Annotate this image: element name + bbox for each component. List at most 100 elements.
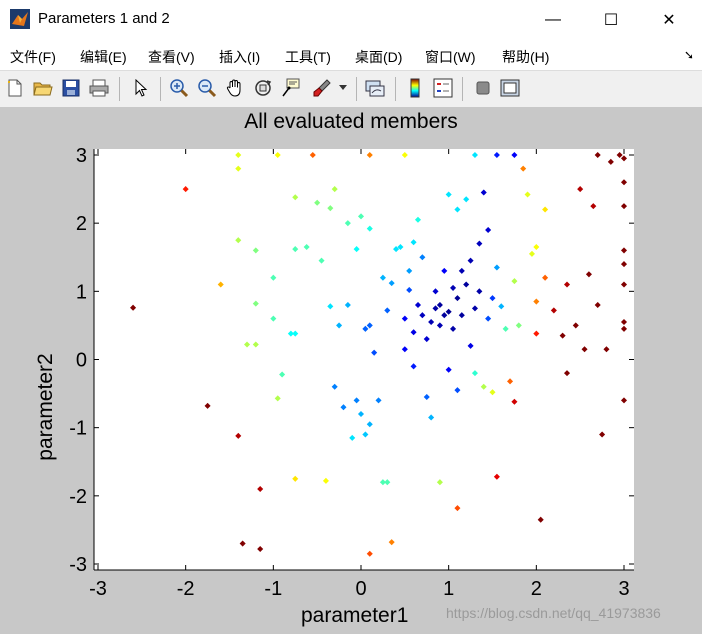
scatter-point [235,165,242,172]
scatter-point [235,432,242,439]
menu-desktop[interactable]: 桌面(D) [355,49,403,65]
menu-insert[interactable]: 插入(I) [219,49,261,65]
maximize-button[interactable]: ☐ [588,0,634,40]
scatter-point [450,284,457,291]
scatter-point [432,305,439,312]
scatter-point [533,298,540,305]
scatter-point [537,516,544,523]
scatter-point [467,342,474,349]
scatter-point [388,539,395,546]
open-file-icon[interactable] [32,77,54,99]
close-icon: ✕ [662,12,676,29]
print-icon[interactable] [88,77,110,99]
brush-icon[interactable] [312,77,334,99]
scatter-point [436,479,443,486]
scatter-point [252,341,259,348]
scatter-point [270,315,277,322]
scatter-point [327,205,334,212]
scatter-point [353,397,360,404]
y-tick-label: -2 [69,486,87,508]
scatter-point [533,244,540,251]
scatter-point [366,225,373,232]
scatter-point [436,301,443,308]
menu-view[interactable]: 查看(V) [148,49,195,65]
minimize-button[interactable]: — [530,0,576,40]
menu-help[interactable]: 帮助(H) [502,49,550,65]
scatter-point [401,346,408,353]
hide-plot-tools-icon[interactable] [472,77,494,99]
select-arrow-icon[interactable] [130,77,152,99]
scatter-point [471,151,478,159]
zoom-in-icon[interactable] [168,77,190,99]
x-tick-label: 1 [443,578,454,600]
scatter-point [511,151,518,159]
colorbar-icon[interactable] [404,77,426,99]
plot-title: All evaluated members [244,110,458,133]
show-plot-tools-icon[interactable] [499,77,521,99]
scatter-point [467,257,474,264]
scatter-point [524,191,531,198]
scatter-point [432,288,439,295]
data-cursor-icon[interactable] [280,77,302,99]
scatter-point [287,330,294,337]
scatter-point [471,370,478,377]
scatter-point [445,191,452,198]
scatter-point [423,393,430,401]
matlab-icon [10,9,30,29]
axis-ticks: -3 -2 -1 0 1 2 3 -3 -2 -1 0 1 2 3 [69,145,634,600]
scatter-point [239,540,246,547]
scatter-point [349,434,356,441]
close-button[interactable]: ✕ [646,0,692,40]
link-plot-icon[interactable] [364,77,386,99]
menu-edit[interactable]: 编辑(E) [80,49,127,65]
toolbar-separator [119,77,120,101]
toolbar-separator [160,77,161,101]
scatter-point [445,366,452,373]
figure-area: -3 -2 -1 0 1 2 3 -3 -2 -1 0 1 2 3 All evaluated membe… [0,107,702,634]
scatter-point [458,312,465,319]
title-bar: Parameters 1 and 2 — ☐ ✕ [0,0,702,40]
scatter-point [204,402,211,409]
menu-window[interactable]: 窗口(W) [425,49,476,65]
scatter-point [384,307,391,314]
scatter-point [419,254,426,261]
scatter-point [331,383,338,390]
scatter-point [463,196,470,203]
scatter-point [450,325,457,332]
figure-toolbar [0,70,702,108]
menu-tools[interactable]: 工具(T) [285,49,331,65]
scatter-point [279,371,286,378]
scatter-plot[interactable]: -3 -2 -1 0 1 2 3 -3 -2 -1 0 1 2 3 [0,107,702,634]
zoom-out-icon[interactable] [196,77,218,99]
scatter-point [489,389,496,396]
scatter-point [353,246,360,253]
scatter-point [252,300,259,307]
menu-file[interactable]: 文件(F) [10,49,56,65]
scatter-point [498,303,505,310]
scatter-point [393,246,400,253]
scatter-point [550,307,557,314]
scatter-point [419,312,426,319]
rotate-3d-icon[interactable] [252,77,274,99]
scatter-point [511,278,518,285]
scatter-point [507,378,514,385]
scatter-point [511,398,518,405]
scatter-point [520,165,527,172]
scatter-point [375,397,382,404]
scatter-point [620,397,628,404]
scatter-point [585,271,592,278]
dock-arrow-icon[interactable]: ➘ [683,48,694,62]
scatter-point [463,281,470,288]
x-tick-label: -2 [177,578,195,600]
save-icon[interactable] [60,77,82,99]
toolbar-separator [356,77,357,101]
pan-hand-icon[interactable] [224,77,246,99]
scatter-point [357,213,365,220]
new-figure-icon[interactable] [4,77,26,99]
legend-icon[interactable] [432,77,454,99]
scatter-point [414,301,422,308]
scatter-point [428,414,435,421]
brush-dropdown-icon[interactable] [336,77,350,99]
scatter-point [476,288,483,295]
y-tick-label: 2 [76,213,87,235]
